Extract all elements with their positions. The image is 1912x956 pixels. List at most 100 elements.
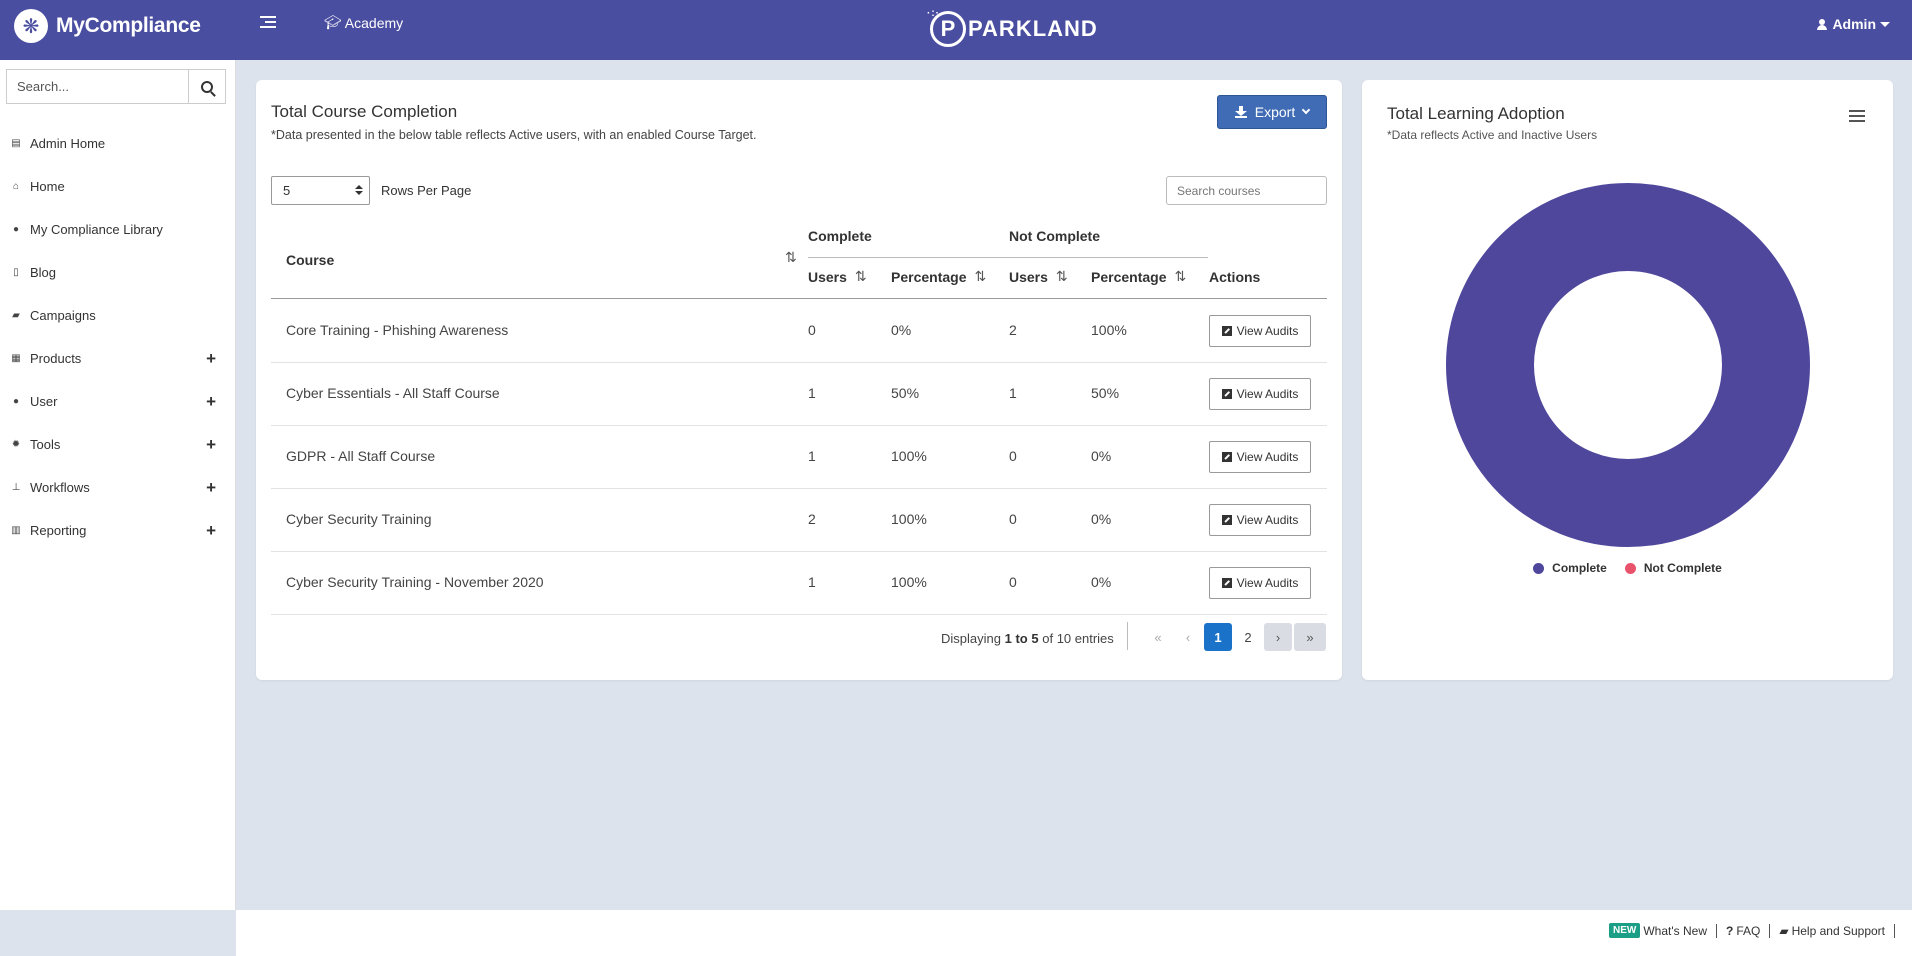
- not-complete-percentage: 100%: [1091, 322, 1127, 338]
- edit-icon: [1221, 389, 1232, 399]
- plus-icon[interactable]: +: [206, 349, 216, 368]
- sort-icon: [974, 268, 986, 285]
- export-button[interactable]: Export: [1217, 95, 1327, 129]
- column-group-complete: Complete: [808, 228, 872, 244]
- footer-links: NEW What's New ? FAQ ▰ Help and Support: [1609, 923, 1904, 938]
- book-icon: ▰: [1779, 923, 1789, 938]
- donut-chart: [1446, 183, 1810, 547]
- book-icon: ▰: [12, 310, 20, 321]
- column-header-not-complete-percentage[interactable]: Percentage: [1091, 268, 1186, 286]
- legend-label: Complete: [1552, 561, 1607, 575]
- sort-icon[interactable]: [785, 249, 797, 266]
- view-audits-button[interactable]: View Audits: [1209, 567, 1311, 599]
- view-audits-button[interactable]: View Audits: [1209, 378, 1311, 410]
- column-header-not-complete-users[interactable]: Users: [1009, 268, 1068, 286]
- sidebar-item-reporting[interactable]: ▥ Reporting +: [0, 509, 236, 552]
- chart-menu-icon[interactable]: [1849, 110, 1865, 122]
- user-menu-dropdown[interactable]: Admin: [1817, 16, 1890, 32]
- sidebar-item-tools[interactable]: ✹ Tools +: [0, 423, 236, 466]
- complete-percentage: 0%: [891, 322, 912, 338]
- file-icon: ▯: [13, 267, 19, 278]
- parkland-mark-icon: ·:· P: [927, 8, 966, 47]
- sort-icon: [1056, 268, 1068, 285]
- plus-icon[interactable]: +: [206, 435, 216, 454]
- rows-per-page-select[interactable]: 5: [271, 176, 370, 205]
- partner-logo-text: PARKLAND: [968, 16, 1098, 41]
- legend-label: Not Complete: [1643, 561, 1722, 575]
- user-menu-label: Admin: [1832, 16, 1876, 32]
- plus-icon[interactable]: +: [206, 392, 216, 411]
- brand-link[interactable]: ❋ MyCompliance: [14, 9, 201, 43]
- pagination-to: 5: [1031, 631, 1039, 646]
- column-header-course[interactable]: Course: [286, 252, 335, 268]
- table-row: Cyber Essentials - All Staff Course 1 50% 1…: [271, 363, 1327, 426]
- complete-users: 1: [808, 574, 816, 590]
- sidebar-search-input[interactable]: [6, 69, 188, 104]
- legend-marker: [1624, 562, 1636, 574]
- pagination-total: of 10 entries: [1042, 631, 1114, 646]
- rows-per-page-label: Rows Per Page: [381, 183, 472, 198]
- footer-divider: [1894, 923, 1895, 938]
- complete-users: 1: [808, 448, 816, 464]
- whats-new-link[interactable]: What's New: [1643, 923, 1707, 938]
- next-page-button[interactable]: ›: [1264, 623, 1292, 651]
- top-navbar: ❋ MyCompliance 🎓︎ Academy ·:· P PARKLAND …: [0, 0, 1912, 60]
- view-audits-button[interactable]: View Audits: [1209, 504, 1311, 536]
- legend-marker: [1533, 562, 1545, 574]
- view-audits-button[interactable]: View Audits: [1209, 315, 1311, 347]
- card-note: *Data reflects Active and Inactive Users: [1387, 128, 1598, 142]
- sidebar-item-campaigns[interactable]: ▰ Campaigns: [0, 294, 236, 337]
- sidebar-item-blog[interactable]: ▯ Blog: [0, 251, 236, 294]
- sidebar-item-label: Tools: [30, 437, 61, 452]
- not-complete-users: 2: [1009, 322, 1017, 338]
- complete-users: 1: [808, 385, 816, 401]
- pagination-prefix: Displaying: [941, 631, 1001, 646]
- footer-divider: [1769, 923, 1771, 938]
- sidebar-item-label: Products: [30, 351, 82, 366]
- column-header-complete-users[interactable]: Users: [808, 268, 867, 286]
- pagination-to-word: to: [1015, 631, 1028, 646]
- edit-icon: [1221, 326, 1232, 336]
- not-complete-users: 0: [1009, 448, 1017, 464]
- donut-slice-complete[interactable]: [1446, 183, 1810, 547]
- sidebar-item-my-compliance-library[interactable]: ● My Compliance Library: [0, 208, 236, 251]
- sidebar-item-workflows[interactable]: ⊥ Workflows +: [0, 466, 236, 509]
- course-search-input[interactable]: [1166, 176, 1327, 205]
- complete-percentage: 100%: [891, 574, 927, 590]
- column-header-complete-percentage[interactable]: Percentage: [891, 268, 986, 286]
- first-page-button[interactable]: «: [1154, 629, 1162, 645]
- learning-adoption-card: Total Learning Adoption *Data reflects A…: [1362, 80, 1893, 680]
- faq-link[interactable]: FAQ: [1736, 923, 1761, 938]
- help-support-link[interactable]: Help and Support: [1791, 923, 1885, 938]
- column-header-label: Users: [808, 269, 847, 285]
- sidebar-item-admin-home[interactable]: ▤ Admin Home: [0, 122, 236, 165]
- legend-item-complete[interactable]: Complete: [1533, 561, 1607, 575]
- legend-item-not-complete[interactable]: Not Complete: [1624, 561, 1722, 575]
- sort-icon: [1174, 268, 1186, 285]
- sidebar-search-button[interactable]: [188, 69, 226, 104]
- search-icon: [201, 80, 213, 93]
- sidebar-toggle-icon[interactable]: [260, 16, 276, 30]
- page-button-1[interactable]: 1: [1204, 623, 1232, 651]
- sidebar-item-user[interactable]: ● User +: [0, 380, 236, 423]
- gear-icon: ✹: [11, 439, 21, 450]
- sidebar-item-label: User: [30, 394, 58, 409]
- sidebar-item-products[interactable]: ▦ Products +: [0, 337, 236, 380]
- card-title: Total Learning Adoption: [1387, 104, 1565, 123]
- column-header-label: Percentage: [1091, 269, 1167, 285]
- page-button-2[interactable]: 2: [1244, 629, 1252, 645]
- not-complete-percentage: 0%: [1091, 511, 1112, 527]
- view-audits-label: View Audits: [1236, 387, 1299, 401]
- prev-page-button[interactable]: ‹: [1185, 629, 1191, 645]
- info-circle-icon: ●: [12, 224, 20, 235]
- plus-icon[interactable]: +: [206, 478, 216, 497]
- last-page-button[interactable]: »: [1294, 623, 1326, 651]
- sidebar-item-home[interactable]: ⌂ Home: [0, 165, 236, 208]
- view-audits-button[interactable]: View Audits: [1209, 441, 1311, 473]
- group-divider: [808, 257, 1208, 258]
- graduation-cap-icon: 🎓︎: [324, 14, 342, 30]
- not-complete-users: 0: [1009, 511, 1017, 527]
- view-audits-label: View Audits: [1236, 324, 1299, 338]
- academy-link[interactable]: 🎓︎ Academy: [324, 14, 403, 31]
- plus-icon[interactable]: +: [206, 521, 216, 540]
